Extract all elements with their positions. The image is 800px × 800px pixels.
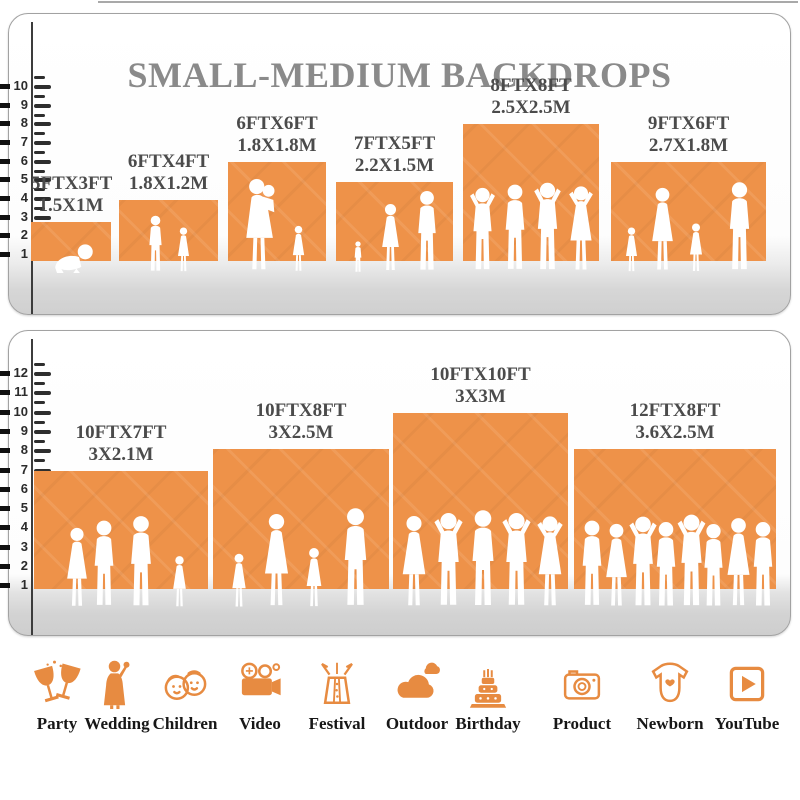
category-label: Newborn	[636, 714, 704, 733]
size-m: 1.8X1.2M	[128, 173, 209, 194]
backdrop-6ftx4ft: 6FTX4FT 1.8X1.2M	[119, 151, 218, 272]
category-wedding: Wedding	[69, 658, 165, 734]
size-m: 3.6X2.5M	[635, 422, 715, 443]
category-festival: Festival	[289, 658, 385, 734]
backdrop-9ftx6ft: 9FTX6FT 2.7X1.8M	[611, 113, 766, 272]
movie-camera-icon	[241, 662, 281, 696]
page-title: SMALL-MEDIUM BACKDROPS	[127, 55, 672, 96]
size-m: 2.7X1.8M	[648, 135, 729, 156]
backdrop-label: 12FTX8FT 3.6X2.5M	[574, 400, 776, 444]
size-m: 1.5X1M	[38, 195, 104, 216]
backdrop-label: 6FTX6FT 1.8X1.8M	[228, 113, 326, 157]
clouds-icon	[397, 662, 440, 698]
party-glasses-icon	[34, 660, 81, 703]
backdrop-rect	[463, 124, 599, 270]
bride-icon	[103, 660, 130, 709]
size-ft: 8FTX8FT	[490, 75, 572, 96]
backdrop-rect	[31, 222, 111, 273]
category-row: Party Wedding	[0, 658, 800, 768]
backdrop-10ftx8ft: 10FTX8FT 3X2.5M	[213, 400, 389, 607]
gift-box-icon	[321, 662, 353, 704]
backdrop-label: 10FTX10FT 3X3M	[393, 364, 568, 408]
backdrop-rect	[611, 162, 766, 272]
category-birthday: Birthday	[440, 658, 536, 734]
backdrop-label: 10FTX8FT 3X2.5M	[213, 400, 389, 444]
cropped-edge-line	[98, 1, 798, 3]
size-m: 3X2.1M	[88, 444, 154, 465]
silhouette-couple-man-girl	[67, 516, 186, 607]
category-label: Children	[152, 714, 218, 733]
backdrop-7ftx5ft: 7FTX5FT 2.2X1.5M	[336, 133, 453, 272]
backdrop-label: 10FTX7FT 3X2.1M	[34, 422, 208, 466]
backdrop-rect	[119, 200, 218, 272]
baby-onesie-icon	[651, 662, 689, 703]
y-axis-line	[31, 22, 33, 314]
backdrop-rect	[213, 449, 389, 607]
size-m: 2.5X2.5M	[491, 97, 571, 118]
size-ft: 9FTX6FT	[647, 113, 730, 134]
backdrop-rect	[574, 449, 776, 606]
backdrop-10ftx10ft: 10FTX10FT 3X3M	[393, 364, 568, 606]
size-m: 3X3M	[455, 386, 506, 407]
silhouette-crawling-baby	[55, 244, 93, 273]
category-party: Party	[9, 658, 105, 734]
category-newborn: Newborn	[622, 658, 718, 734]
silhouette-mother-and-girl	[246, 178, 305, 271]
backdrop-label: 5FTX3FT 1.5X1M	[31, 173, 113, 217]
category-label: YouTube	[714, 714, 780, 733]
backdrop-8ftx8ft: 8FTX8FT 2.5X2.5M	[463, 75, 599, 270]
size-ft: 10FTX7FT	[75, 422, 167, 443]
children-faces-icon	[164, 670, 207, 701]
silhouette-crowd	[582, 514, 773, 606]
silhouette-five-adults	[402, 510, 563, 606]
backdrop-label: 8FTX8FT 2.5X2.5M	[463, 75, 599, 119]
backdrop-rect	[34, 471, 208, 607]
category-label: Party	[36, 714, 78, 733]
silhouette-family-holding-hands	[232, 508, 367, 607]
category-label: Festival	[308, 714, 366, 733]
backdrop-rect	[393, 413, 568, 606]
backdrop-10ftx7ft: 10FTX7FT 3X2.1M	[34, 422, 208, 607]
backdrop-rect	[228, 162, 326, 271]
play-button-icon	[729, 666, 765, 702]
backdrop-label: 6FTX4FT 1.8X1.2M	[119, 151, 218, 195]
size-m: 1.8X1.8M	[237, 135, 317, 156]
size-m: 3X2.5M	[268, 422, 334, 443]
size-ft: 12FTX8FT	[629, 400, 721, 421]
size-ft: 5FTX3FT	[31, 173, 113, 194]
silhouette-family-of-four	[625, 182, 750, 272]
size-ft: 10FTX8FT	[255, 400, 347, 421]
size-chart-panel-small: SMALL-MEDIUM BACKDROPS 10 9 8 7 6 5 4 3 2 1 5FTX3…	[0, 13, 791, 315]
size-ft: 6FTX6FT	[236, 113, 318, 134]
category-label: Outdoor	[385, 714, 449, 733]
backdrop-label: 7FTX5FT 2.2X1.5M	[336, 133, 453, 177]
backdrop-label: 9FTX6FT 2.7X1.8M	[611, 113, 766, 157]
photo-camera-icon	[563, 670, 601, 700]
category-youtube: YouTube	[699, 658, 795, 734]
size-m: 2.2X1.5M	[354, 155, 435, 176]
category-label: Wedding	[84, 714, 150, 733]
silhouette-two-children	[149, 215, 190, 272]
category-outdoor: Outdoor	[369, 658, 465, 734]
backdrop-12ftx8ft: 12FTX8FT 3.6X2.5M	[574, 400, 776, 606]
backdrop-5ftx3ft: 5FTX3FT 1.5X1M	[31, 173, 113, 273]
silhouette-small-family	[354, 190, 436, 272]
backdrop-6ftx6ft: 6FTX6FT 1.8X1.8M	[228, 113, 326, 271]
category-children: Children	[137, 658, 233, 734]
size-ft: 7FTX5FT	[353, 133, 436, 154]
silhouette-four-adults	[470, 182, 593, 270]
category-label: Product	[552, 714, 612, 733]
category-video: Video	[212, 658, 308, 734]
size-ft: 10FTX10FT	[430, 364, 531, 385]
backdrop-rect	[336, 182, 453, 272]
category-product: Product	[534, 658, 630, 734]
size-ft: 6FTX4FT	[127, 151, 210, 172]
y-axis-line	[31, 339, 33, 635]
birthday-cake-icon	[469, 669, 507, 708]
size-chart-panel-large: 12 11 10 9 8 7 6 5 4 3 2 1 10FTX7FT 3X2.1M 10FTX8FT…	[0, 330, 791, 636]
category-label: Video	[239, 714, 281, 733]
category-label: Birthday	[455, 714, 521, 733]
